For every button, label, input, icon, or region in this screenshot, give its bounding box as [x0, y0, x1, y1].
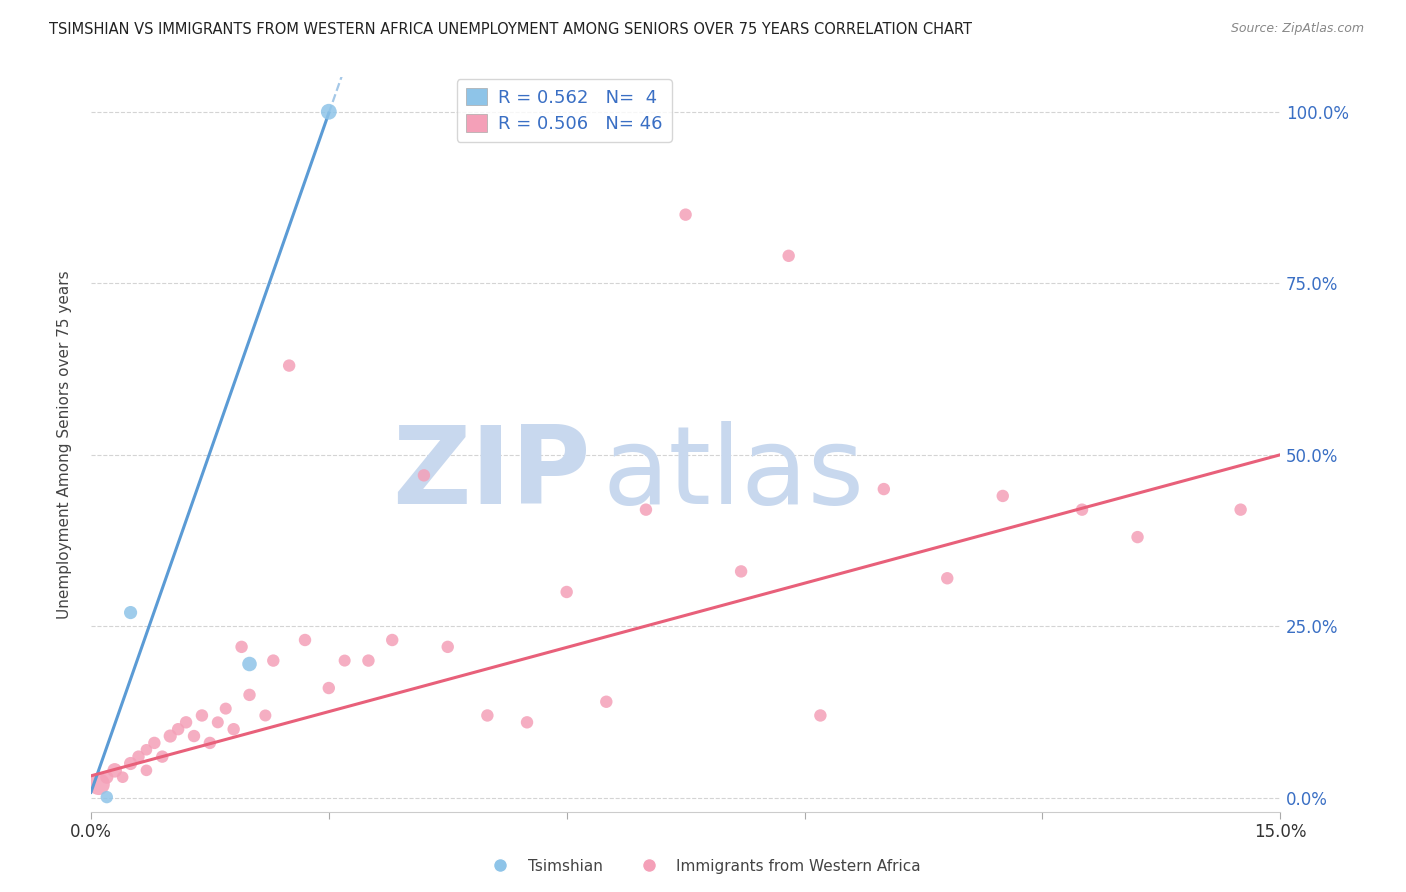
Point [991, 489, 1014, 503]
Legend: Tsimshian, Immigrants from Western Africa: Tsimshian, Immigrants from Western Afric… [479, 853, 927, 880]
Y-axis label: Unemployment Among Seniors over 75 years: Unemployment Among Seniors over 75 years [58, 270, 72, 619]
Point [294, 632, 316, 647]
Point [1071, 502, 1094, 516]
Point [936, 571, 959, 585]
Point [120, 756, 142, 771]
Point [873, 482, 896, 496]
Point [111, 770, 134, 784]
Point [381, 632, 404, 647]
Point [135, 764, 157, 778]
Text: atlas: atlas [602, 421, 865, 527]
Point [808, 708, 831, 723]
Point [159, 729, 181, 743]
Point [96, 770, 118, 784]
Point [191, 708, 214, 723]
Legend: R = 0.562   N=  4, R = 0.506   N= 46: R = 0.562 N= 4, R = 0.506 N= 46 [457, 79, 672, 142]
Point [357, 654, 380, 668]
Text: ZIP: ZIP [392, 421, 591, 527]
Point [207, 715, 229, 730]
Point [262, 654, 284, 668]
Point [96, 790, 118, 805]
Point [595, 695, 617, 709]
Point [516, 715, 538, 730]
Point [215, 701, 238, 715]
Text: Source: ZipAtlas.com: Source: ZipAtlas.com [1230, 22, 1364, 36]
Point [174, 715, 197, 730]
Point [778, 249, 800, 263]
Text: TSIMSHIAN VS IMMIGRANTS FROM WESTERN AFRICA UNEMPLOYMENT AMONG SENIORS OVER 75 Y: TSIMSHIAN VS IMMIGRANTS FROM WESTERN AFR… [49, 22, 972, 37]
Point [634, 502, 657, 516]
Point [128, 749, 150, 764]
Point [135, 743, 157, 757]
Point [318, 104, 340, 119]
Point [318, 681, 340, 695]
Point [231, 640, 253, 654]
Point [120, 606, 142, 620]
Point [222, 722, 245, 736]
Point [238, 688, 260, 702]
Point [143, 736, 166, 750]
Point [150, 749, 173, 764]
Point [1229, 502, 1251, 516]
Point [238, 657, 260, 671]
Point [278, 359, 301, 373]
Point [87, 777, 110, 791]
Point [675, 208, 697, 222]
Point [555, 585, 578, 599]
Point [730, 565, 752, 579]
Point [183, 729, 205, 743]
Point [198, 736, 221, 750]
Point [104, 764, 127, 778]
Point [436, 640, 458, 654]
Point [167, 722, 190, 736]
Point [254, 708, 277, 723]
Point [333, 654, 356, 668]
Point [413, 468, 436, 483]
Point [1126, 530, 1149, 544]
Point [477, 708, 499, 723]
